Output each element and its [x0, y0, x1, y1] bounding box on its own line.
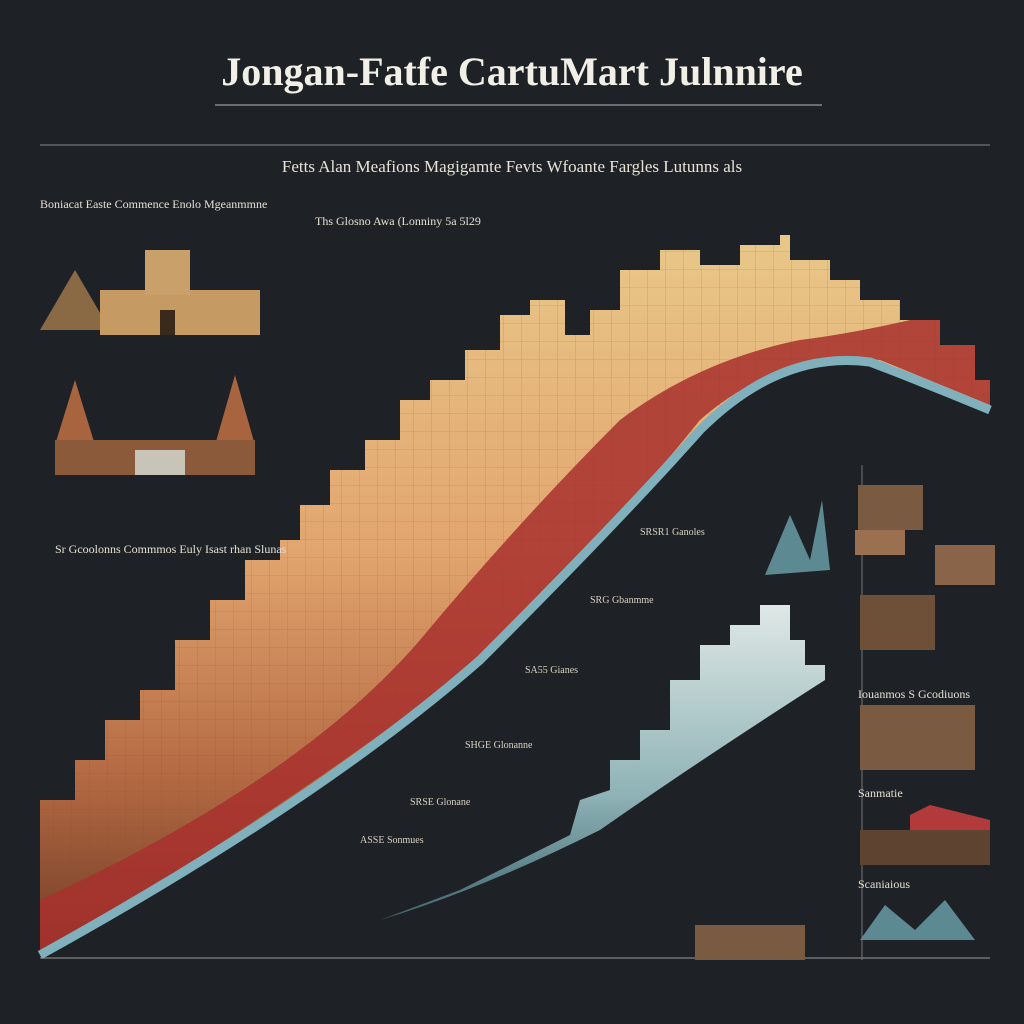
title: Jongan-Fatfe CartuMart Julnnire: [221, 49, 802, 94]
blue-area: [380, 605, 825, 920]
label: Sanmatie: [858, 786, 903, 800]
house: [860, 705, 975, 770]
label: Scaniaious: [858, 877, 910, 891]
house: [135, 450, 185, 475]
mountains: [860, 900, 975, 940]
houses-right: [695, 485, 995, 960]
spire: [215, 375, 255, 445]
label: Ths Glosno Awa (Lonniny 5a 5l29: [315, 214, 481, 228]
note: ASSE Sonmues: [360, 835, 424, 846]
roof: [910, 805, 990, 835]
building: [100, 290, 260, 335]
note: SHGE Glonanne: [465, 740, 533, 751]
house: [860, 830, 990, 865]
note: SRSR1 Ganoles: [640, 527, 705, 538]
note: SA55 Gianes: [525, 665, 578, 676]
building-top: [40, 250, 260, 335]
red-band: [40, 300, 990, 955]
note: SRSE Glonane: [410, 797, 471, 808]
label: Sr Gcoolonns Commmos Euly Isast rhan Slu…: [55, 542, 287, 556]
house: [858, 485, 923, 530]
shadow: [40, 360, 990, 955]
tower: [145, 250, 190, 295]
house: [695, 925, 805, 960]
house: [860, 595, 935, 650]
house: [855, 530, 905, 555]
label: Boniacat Easte Commence Enolo Mgeanmmne: [40, 197, 267, 211]
blue-curve: [37, 355, 992, 959]
subtitle: Fetts Alan Meafions Magigamte Fevts Wfoa…: [282, 157, 742, 176]
mountains: [765, 500, 830, 575]
label: Iouanmos S Gcodiuons: [858, 687, 970, 701]
trees: [40, 270, 110, 330]
building-castle: [55, 375, 255, 475]
door: [160, 310, 175, 335]
spire: [55, 380, 95, 445]
house: [935, 545, 995, 585]
note: SRG Gbanmme: [590, 595, 654, 606]
